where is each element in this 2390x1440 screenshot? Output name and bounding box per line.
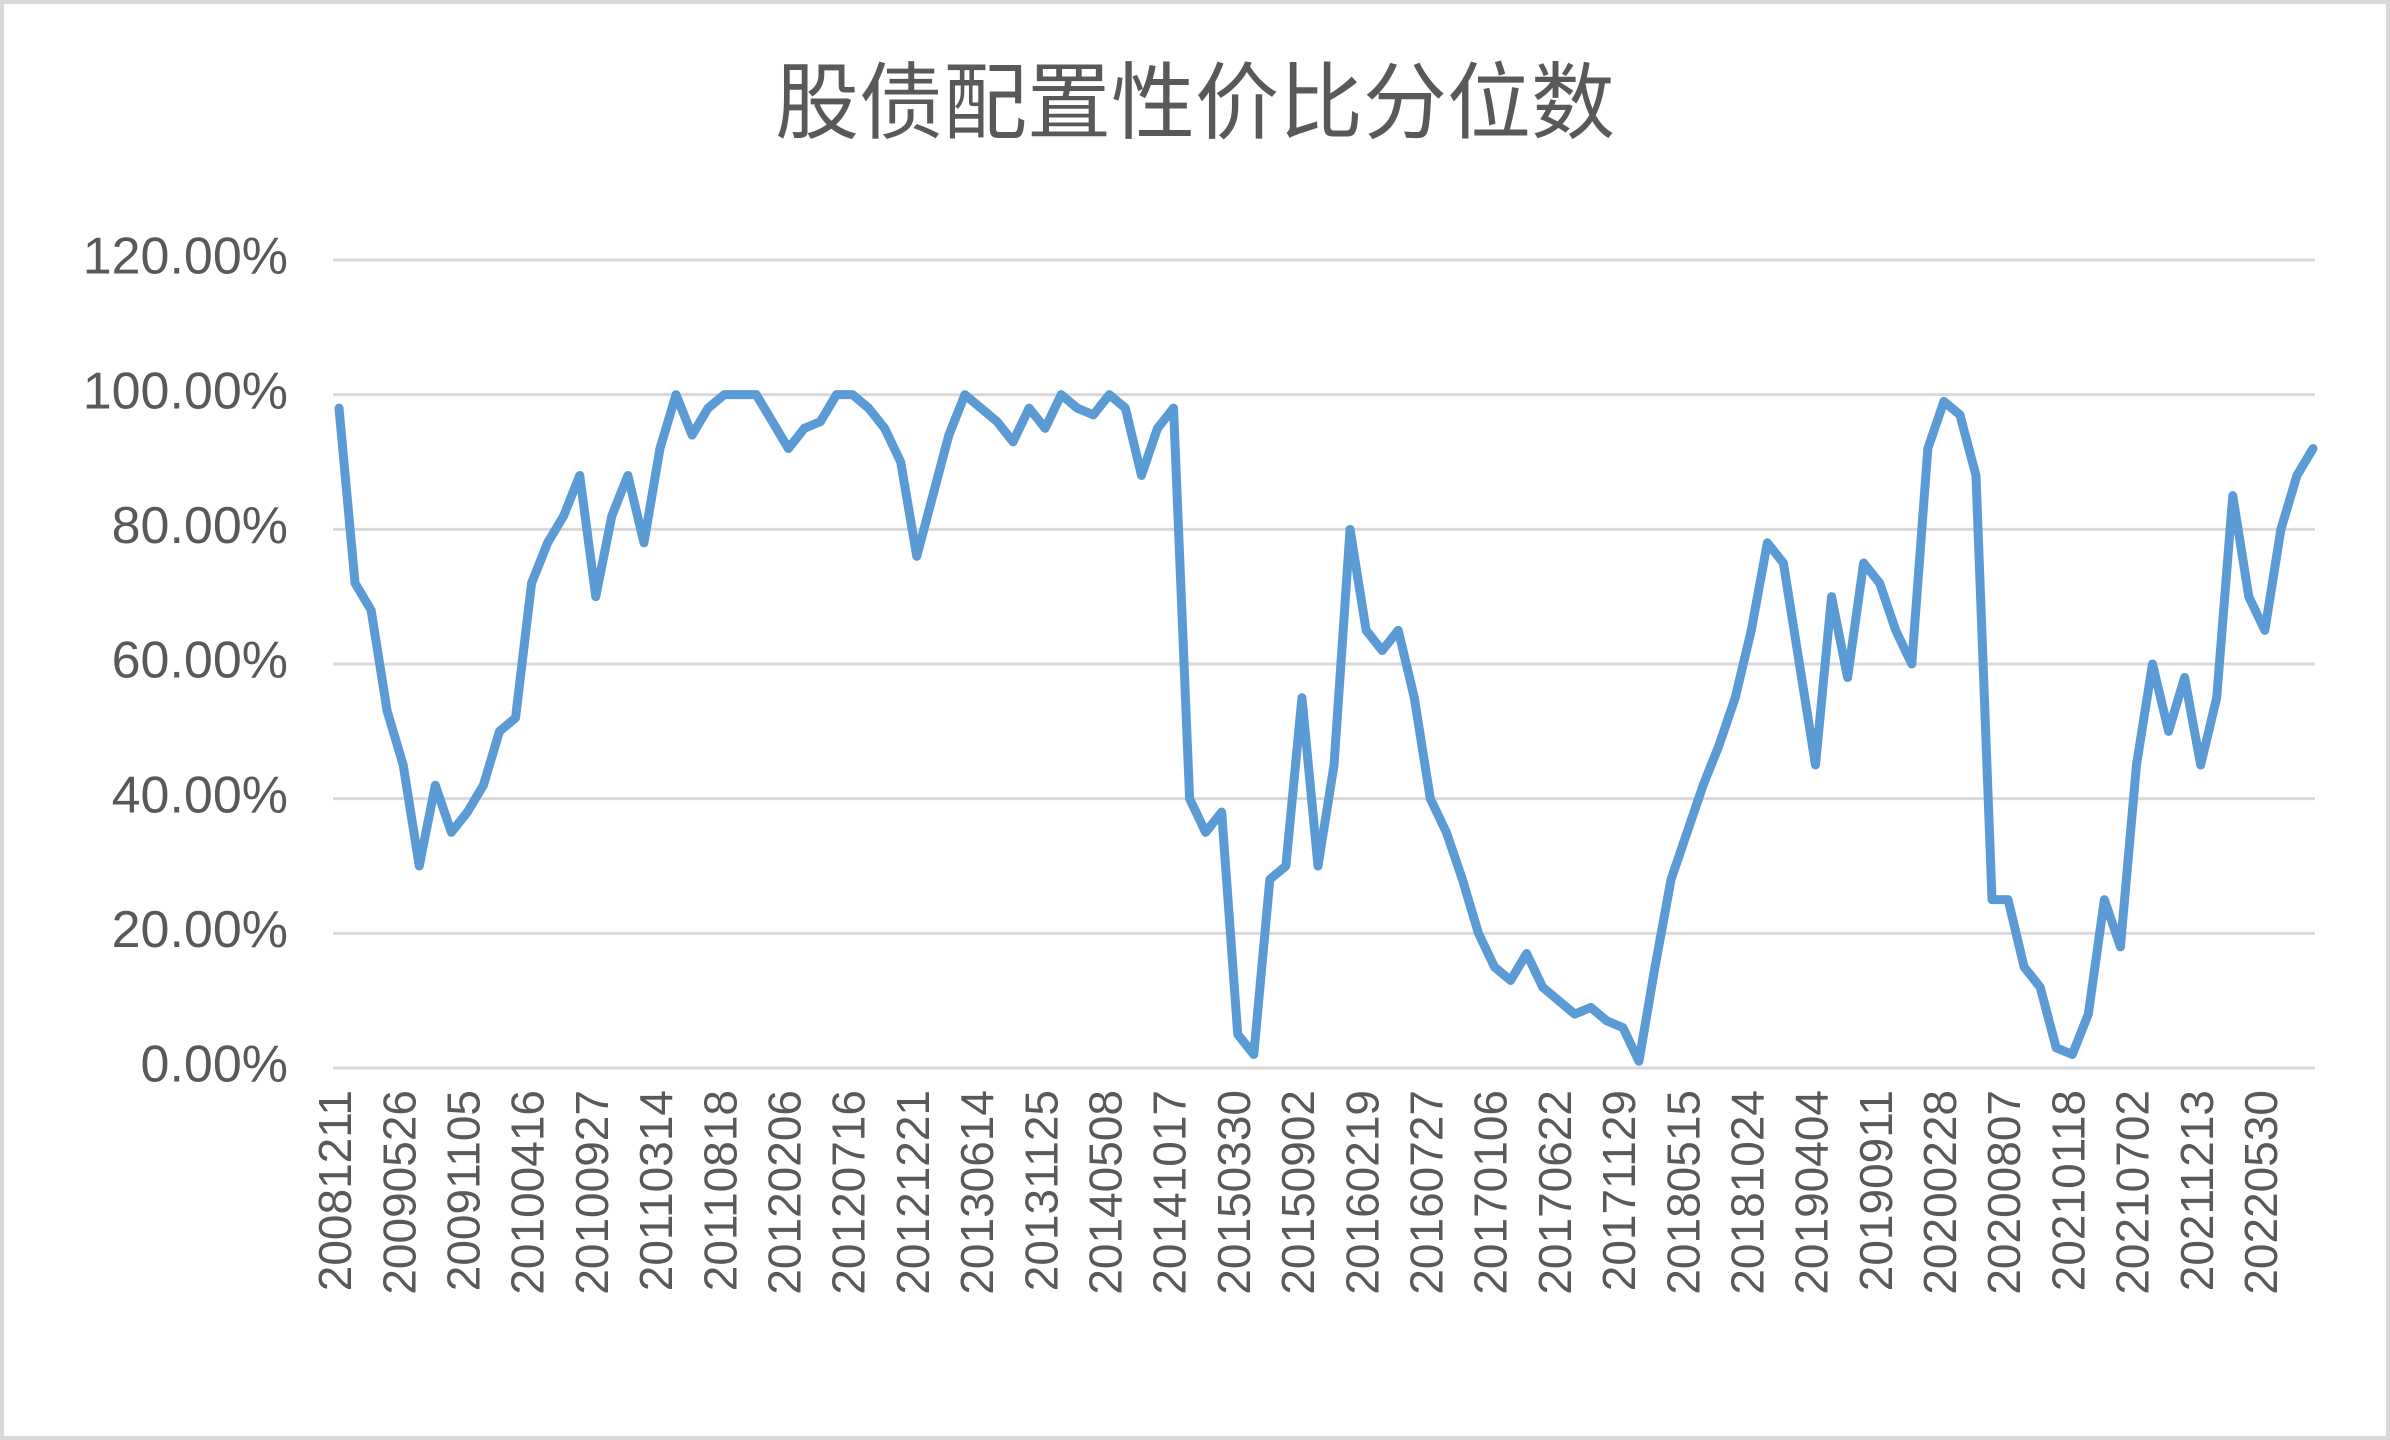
x-tick-label: 20210702 bbox=[2107, 1090, 2159, 1295]
y-tick-label: 60.00% bbox=[112, 632, 288, 690]
x-tick-label: 20120716 bbox=[823, 1090, 875, 1295]
y-tick-label: 120.00% bbox=[83, 228, 288, 286]
x-tick-label: 20090526 bbox=[373, 1090, 425, 1295]
x-tick-label: 20220530 bbox=[2235, 1090, 2287, 1295]
x-tick-label: 20150330 bbox=[1208, 1090, 1260, 1295]
x-tick-label: 20211213 bbox=[2171, 1090, 2223, 1291]
x-tick-label: 20210118 bbox=[2042, 1090, 2094, 1291]
x-tick-label: 20141017 bbox=[1144, 1090, 1196, 1295]
x-tick-label: 20190404 bbox=[1786, 1090, 1838, 1295]
y-tick-label: 0.00% bbox=[141, 1036, 288, 1094]
y-tick-label: 80.00% bbox=[112, 497, 288, 555]
x-tick-label: 20200228 bbox=[1914, 1090, 1966, 1295]
x-tick-label: 20130614 bbox=[951, 1090, 1003, 1295]
x-tick-label: 20131125 bbox=[1015, 1090, 1067, 1291]
x-tick-label: 20200807 bbox=[1978, 1090, 2030, 1295]
series-line bbox=[334, 390, 2318, 1066]
x-tick-label: 20081211 bbox=[309, 1090, 361, 1291]
y-tick-label: 40.00% bbox=[112, 766, 288, 824]
x-tick-label: 20100416 bbox=[502, 1090, 554, 1295]
x-tick-label: 20180515 bbox=[1657, 1090, 1709, 1295]
y-tick-label: 20.00% bbox=[112, 901, 288, 959]
x-tick-label: 20140508 bbox=[1079, 1090, 1131, 1295]
x-tick-label: 20181024 bbox=[1721, 1090, 1773, 1295]
x-tick-label: 20110818 bbox=[694, 1090, 746, 1291]
x-tick-label: 20171129 bbox=[1593, 1090, 1645, 1291]
x-tick-label: 20160727 bbox=[1400, 1090, 1452, 1295]
x-tick-label: 20160219 bbox=[1336, 1090, 1388, 1295]
x-tick-label: 20150902 bbox=[1272, 1090, 1324, 1295]
x-tick-label: 20120206 bbox=[759, 1090, 811, 1295]
x-tick-label: 20170106 bbox=[1465, 1090, 1517, 1295]
x-tick-label: 20121221 bbox=[887, 1090, 939, 1295]
y-tick-label: 100.00% bbox=[83, 362, 288, 420]
chart-title: 股债配置性价比分位数 bbox=[775, 56, 1615, 150]
x-tick-label: 20190911 bbox=[1850, 1090, 1902, 1291]
x-tick-label: 20170622 bbox=[1529, 1090, 1581, 1295]
x-tick-label: 20100927 bbox=[566, 1090, 618, 1295]
x-tick-label: 20091105 bbox=[438, 1090, 490, 1291]
x-tick-label: 20110314 bbox=[630, 1090, 682, 1291]
